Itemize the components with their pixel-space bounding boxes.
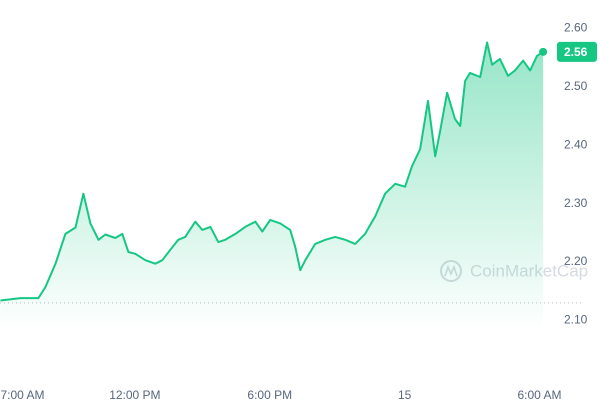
y-tick-label: 2.40 [564, 137, 588, 151]
y-tick-label: 2.20 [564, 254, 588, 268]
x-tick-label: 15 [398, 388, 412, 402]
y-tick-label: 2.60 [564, 21, 588, 35]
price-line [0, 41, 544, 302]
area-fill [0, 42, 544, 332]
x-tick-label: 6:00 PM [247, 388, 292, 402]
last-point [539, 47, 548, 56]
y-tick-label: 2.10 [564, 312, 588, 326]
y-tick-label: 2.30 [564, 196, 588, 210]
y-tick-label: 2.50 [564, 79, 588, 93]
x-tick-label: 6:00 AM [517, 388, 561, 402]
price-tag [557, 41, 597, 62]
x-tick-label: 7:00 AM [0, 388, 44, 402]
price-tag-label: 2.56 [564, 45, 588, 59]
x-tick-label: 12:00 PM [109, 388, 160, 402]
